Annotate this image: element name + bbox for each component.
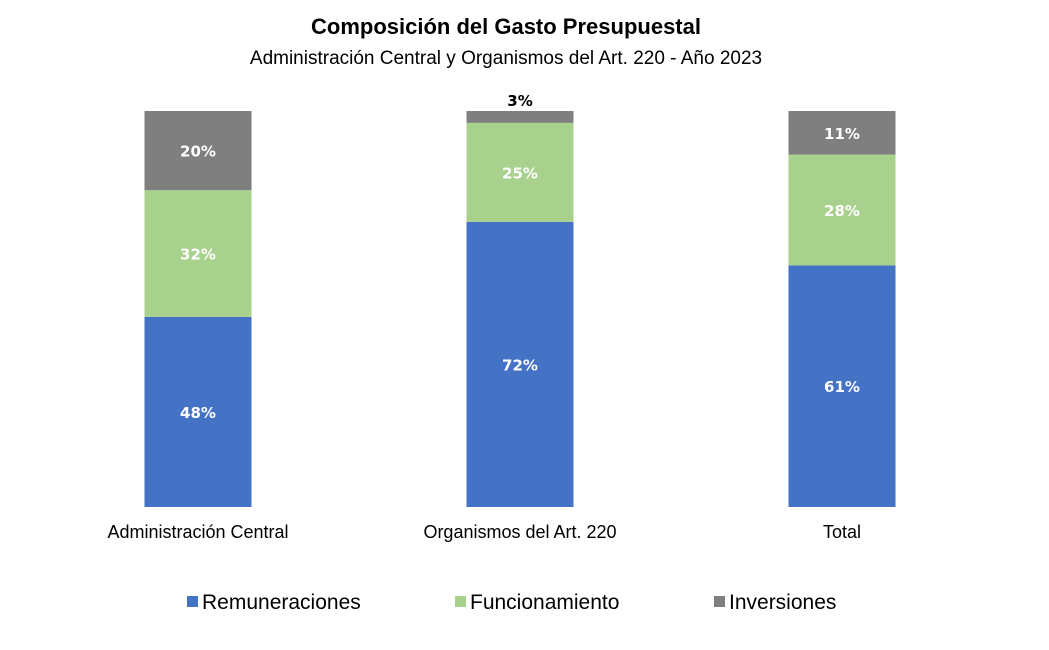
legend-label-inversiones: Inversiones xyxy=(729,591,836,614)
legend-label-remuneraciones: Remuneraciones xyxy=(202,591,361,614)
legend-item-inversiones: Inversiones xyxy=(714,591,836,614)
bar-inversiones-organismos-del-art-220 xyxy=(466,111,574,123)
chart-title: Composición del Gasto Presupuestal xyxy=(311,14,701,39)
data-label-funcionamiento-total: 28% xyxy=(824,202,860,220)
legend: Remuneraciones Funcionamiento Inversiones xyxy=(187,591,836,614)
legend-swatch-funcionamiento xyxy=(455,596,466,607)
data-label-inversiones-organismos-del-art-220: 3% xyxy=(507,92,532,110)
data-label-remuneraciones-administracion-central: 48% xyxy=(180,404,216,422)
bar-funcionamiento-organismos-del-art-220 xyxy=(466,122,574,222)
legend-item-funcionamiento: Funcionamiento xyxy=(455,591,619,614)
data-label-funcionamiento-administracion-central: 32% xyxy=(180,246,216,264)
legend-swatch-remuneraciones xyxy=(187,596,198,607)
category-label-total: Total xyxy=(823,522,861,542)
data-label-funcionamiento-organismos-del-art-220: 25% xyxy=(502,164,538,182)
legend-swatch-inversiones xyxy=(714,596,725,607)
data-label-remuneraciones-total: 61% xyxy=(824,378,860,396)
bar-funcionamiento-administracion-central xyxy=(144,190,252,317)
bar-inversiones-administracion-central xyxy=(144,111,252,191)
bar-funcionamiento-total xyxy=(788,154,896,266)
bar-remuneraciones-total xyxy=(788,265,896,507)
data-label-inversiones-administracion-central: 20% xyxy=(180,143,216,161)
category-label-organismos-del-art-220: Organismos del Art. 220 xyxy=(423,522,616,542)
legend-label-funcionamiento: Funcionamiento xyxy=(470,591,619,614)
data-label-remuneraciones-organismos-del-art-220: 72% xyxy=(502,356,538,374)
bar-remuneraciones-organismos-del-art-220 xyxy=(466,221,574,507)
bars xyxy=(144,111,896,507)
chart-subtitle: Administración Central y Organismos del … xyxy=(250,48,762,69)
bar-inversiones-total xyxy=(788,111,896,155)
bar-remuneraciones-administracion-central xyxy=(144,316,252,507)
data-label-inversiones-total: 11% xyxy=(824,125,860,143)
category-labels: Administración Central Organismos del Art… xyxy=(107,522,861,542)
data-labels: 48% 32% 20% 72% 25% 3% 61% 28% 11% xyxy=(180,92,860,422)
legend-item-remuneraciones: Remuneraciones xyxy=(187,591,361,614)
category-label-administracion-central: Administración Central xyxy=(107,522,288,542)
